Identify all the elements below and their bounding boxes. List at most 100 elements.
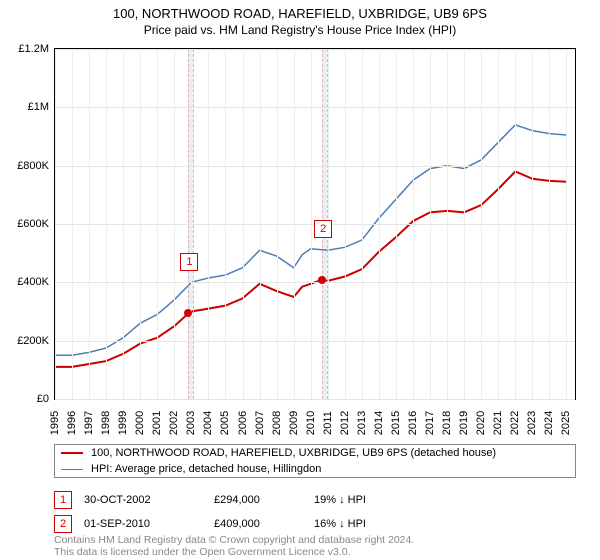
y-axis-label: £800K <box>17 160 49 172</box>
table-row: 2 01-SEP-2010£409,00016% ↓ HPI <box>54 512 574 536</box>
x-axis-label: 2012 <box>339 411 351 435</box>
gridline <box>55 49 56 399</box>
gridline <box>498 49 499 399</box>
x-axis-label: 2001 <box>151 411 163 435</box>
sale-marker-box: 2 <box>314 220 332 238</box>
x-axis-label: 2014 <box>373 411 385 435</box>
gridline <box>106 49 107 399</box>
gridline <box>549 49 550 399</box>
legend-swatch <box>61 452 83 454</box>
sale-marker-box: 1 <box>180 253 198 271</box>
legend-label: 100, NORTHWOOD ROAD, HAREFIELD, UXBRIDGE… <box>91 447 496 459</box>
gridline <box>481 49 482 399</box>
x-axis-label: 2007 <box>254 411 266 435</box>
x-axis-label: 1997 <box>83 411 95 435</box>
legend-item: 100, NORTHWOOD ROAD, HAREFIELD, UXBRIDGE… <box>55 445 575 461</box>
gridline <box>447 49 448 399</box>
y-axis-label: £0 <box>37 393 49 405</box>
x-axis-label: 1998 <box>100 411 112 435</box>
y-axis-label: £200K <box>17 335 49 347</box>
gridline <box>55 166 575 167</box>
gridline <box>140 49 141 399</box>
sale-marker-dot <box>184 309 192 317</box>
gridline <box>89 49 90 399</box>
x-axis-label: 2018 <box>441 411 453 435</box>
x-axis-label: 2011 <box>322 411 334 435</box>
gridline <box>277 49 278 399</box>
x-axis-label: 2004 <box>202 411 214 435</box>
x-axis-label: 2003 <box>185 411 197 435</box>
gridline <box>208 49 209 399</box>
x-axis-label: 2022 <box>509 411 521 435</box>
legend-swatch <box>61 469 83 470</box>
x-axis-label: 2024 <box>543 411 555 435</box>
x-axis-label: 1999 <box>117 411 129 435</box>
gridline <box>55 399 575 400</box>
legend-label: HPI: Average price, detached house, Hill… <box>91 463 321 475</box>
y-axis-label: £1M <box>28 101 49 113</box>
x-axis-label: 2025 <box>560 411 572 435</box>
gridline <box>345 49 346 399</box>
gridline <box>294 49 295 399</box>
x-axis-label: 2019 <box>458 411 470 435</box>
sale-date: 01-SEP-2010 <box>84 518 214 530</box>
gridline <box>413 49 414 399</box>
y-axis-label: £1.2M <box>18 43 49 55</box>
gridline <box>362 49 363 399</box>
row-marker: 2 <box>54 515 72 533</box>
hpi-diff: 19% ↓ HPI <box>314 494 424 506</box>
legend-item: HPI: Average price, detached house, Hill… <box>55 461 575 477</box>
gridline <box>464 49 465 399</box>
gridline <box>396 49 397 399</box>
sale-price: £409,000 <box>214 518 314 530</box>
gridline <box>566 49 567 399</box>
footer: Contains HM Land Registry data © Crown c… <box>54 534 574 558</box>
x-axis-label: 2013 <box>356 411 368 435</box>
x-axis-label: 1995 <box>49 411 61 435</box>
sale-price: £294,000 <box>214 494 314 506</box>
gridline <box>55 341 575 342</box>
gridline <box>55 282 575 283</box>
x-axis-label: 2015 <box>390 411 402 435</box>
gridline <box>55 49 575 50</box>
row-marker: 1 <box>54 491 72 509</box>
gridline <box>243 49 244 399</box>
gridline <box>311 49 312 399</box>
x-axis-label: 2002 <box>168 411 180 435</box>
x-axis-label: 2010 <box>305 411 317 435</box>
gridline <box>225 49 226 399</box>
gridline <box>174 49 175 399</box>
legend: 100, NORTHWOOD ROAD, HAREFIELD, UXBRIDGE… <box>54 444 576 478</box>
x-axis-label: 2020 <box>475 411 487 435</box>
sale-marker-dot <box>318 276 326 284</box>
gridline <box>55 107 575 108</box>
hpi-diff: 16% ↓ HPI <box>314 518 424 530</box>
x-axis-label: 2017 <box>424 411 436 435</box>
gridline <box>260 49 261 399</box>
page-subtitle: Price paid vs. HM Land Registry's House … <box>0 21 600 37</box>
gridline <box>72 49 73 399</box>
gridline <box>515 49 516 399</box>
x-axis-label: 2006 <box>237 411 249 435</box>
x-axis-label: 2008 <box>271 411 283 435</box>
gridline <box>123 49 124 399</box>
x-axis-label: 2021 <box>492 411 504 435</box>
x-axis-label: 2005 <box>219 411 231 435</box>
page-title: 100, NORTHWOOD ROAD, HAREFIELD, UXBRIDGE… <box>0 0 600 21</box>
footer-line2: This data is licensed under the Open Gov… <box>54 546 574 558</box>
gridline <box>430 49 431 399</box>
sale-date: 30-OCT-2002 <box>84 494 214 506</box>
gridline <box>379 49 380 399</box>
x-axis-label: 2023 <box>526 411 538 435</box>
sales-table: 1 30-OCT-2002£294,00019% ↓ HPI 2 01-SEP-201… <box>54 488 574 536</box>
gridline <box>191 49 192 399</box>
gridline <box>532 49 533 399</box>
x-axis-label: 2000 <box>134 411 146 435</box>
gridline <box>157 49 158 399</box>
x-axis-label: 2009 <box>288 411 300 435</box>
y-axis-label: £600K <box>17 218 49 230</box>
y-axis-label: £400K <box>17 276 49 288</box>
x-axis-label: 2016 <box>407 411 419 435</box>
x-axis-label: 1996 <box>66 411 78 435</box>
footer-line1: Contains HM Land Registry data © Crown c… <box>54 534 574 546</box>
